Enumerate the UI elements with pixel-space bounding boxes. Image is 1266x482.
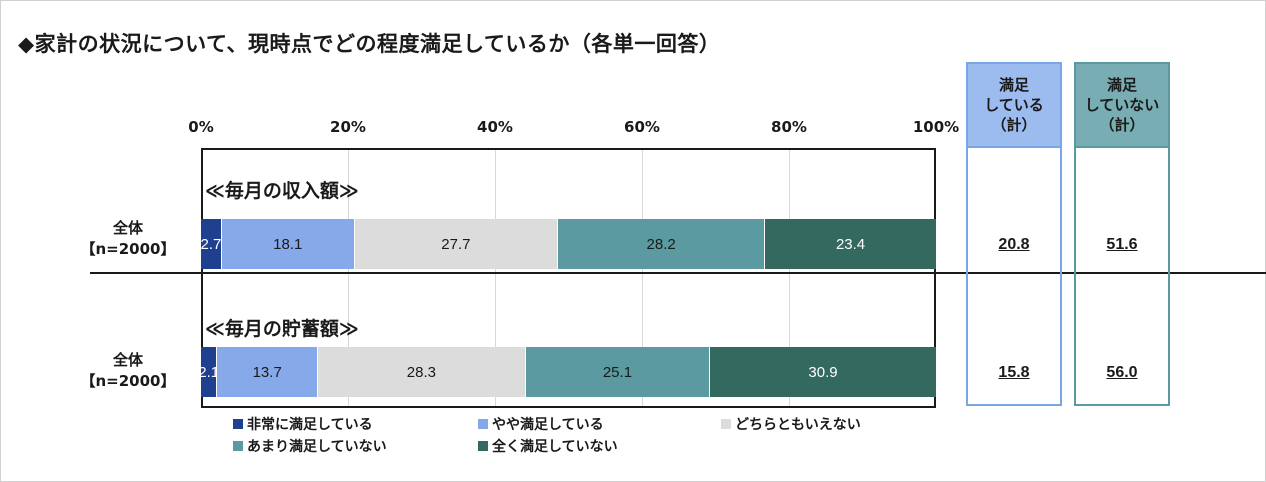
satisfied-total-savings: 15.8 <box>998 364 1030 381</box>
legend-swatch <box>233 419 243 429</box>
row-label-income-n: 【n=2000】 <box>80 240 176 258</box>
bar-segment-neutral: 28.3 <box>317 347 525 397</box>
x-tick-label: 100% <box>912 118 960 136</box>
unsatisfied-total-column: 満足 していない （計） 51.6 56.0 <box>1074 62 1170 406</box>
legend-label: あまり満足していない <box>247 439 387 455</box>
row-label-savings-n: 【n=2000】 <box>80 372 176 390</box>
x-tick-label: 40% <box>477 118 513 136</box>
legend: 非常に満足している やや満足している どちらともいえないあまり満足していない 全く満足… <box>233 414 933 458</box>
legend-swatch <box>478 419 488 429</box>
unsatisfied-total-income: 51.6 <box>1106 236 1138 253</box>
bar-segment-somewhat-satisfied: 13.7 <box>216 347 317 397</box>
x-tick-label: 60% <box>624 118 660 136</box>
bar-segment-neutral: 27.7 <box>353 219 558 269</box>
satisfied-total-header: 満足 している （計） <box>968 64 1060 148</box>
legend-label: 全く満足していない <box>492 439 618 455</box>
legend-swatch <box>478 441 488 451</box>
chart-title: ◆家計の状況について、現時点でどの程度満足しているか（各単一回答） <box>18 32 721 56</box>
x-tick-label: 80% <box>771 118 807 136</box>
legend-swatch <box>721 419 731 429</box>
row-label-income-total: 全体 <box>112 219 143 237</box>
bar-segment-somewhat-satisfied: 18.1 <box>220 219 354 269</box>
unsatisfied-total-savings: 56.0 <box>1106 364 1138 381</box>
group-divider <box>90 272 1266 274</box>
x-tick-label: 0% <box>188 118 214 136</box>
satisfied-total-column: 満足 している （計） 20.8 15.8 <box>966 62 1062 406</box>
satisfied-total-income: 20.8 <box>998 236 1030 253</box>
bar-segment-not-satisfied: 23.4 <box>764 219 936 269</box>
bar-segment-very-satisfied: 2.1 <box>198 347 219 397</box>
bar-segment-very-satisfied: 2.7 <box>200 219 221 269</box>
row-label-savings-total: 全体 <box>112 351 143 369</box>
plot-area <box>201 148 936 408</box>
bar-segment-not-satisfied: 30.9 <box>709 347 936 397</box>
legend-item-neutral: どちらともいえない <box>721 414 861 434</box>
legend-swatch <box>233 441 243 451</box>
gridline <box>495 150 496 406</box>
row-label-income: 全体 【n=2000】 <box>58 218 198 260</box>
legend-item-very-satisfied: 非常に満足している <box>233 414 373 434</box>
bar-savings: 2.1 13.7 28.3 25.1 30.9 <box>198 347 936 397</box>
gridline <box>642 150 643 406</box>
legend-label: 非常に満足している <box>247 417 373 433</box>
gridline <box>348 150 349 406</box>
gridline <box>789 150 790 406</box>
legend-item-not-very-satisfied: あまり満足していない <box>233 436 387 456</box>
bar-segment-not-very-satisfied: 28.2 <box>557 219 765 269</box>
legend-label: どちらともいえない <box>735 417 861 433</box>
section-label-savings: ≪毎月の貯蓄額≫ <box>205 318 359 340</box>
row-label-savings: 全体 【n=2000】 <box>58 350 198 392</box>
legend-item-somewhat-satisfied: やや満足している <box>478 414 604 434</box>
unsatisfied-total-header: 満足 していない （計） <box>1076 64 1168 148</box>
section-label-income: ≪毎月の収入額≫ <box>205 180 359 202</box>
bar-income: 2.7 18.1 27.7 28.2 23.4 <box>200 219 936 269</box>
legend-label: やや満足している <box>492 417 604 433</box>
x-tick-label: 20% <box>330 118 366 136</box>
bar-segment-not-very-satisfied: 25.1 <box>524 347 710 397</box>
legend-item-not-satisfied: 全く満足していない <box>478 436 618 456</box>
